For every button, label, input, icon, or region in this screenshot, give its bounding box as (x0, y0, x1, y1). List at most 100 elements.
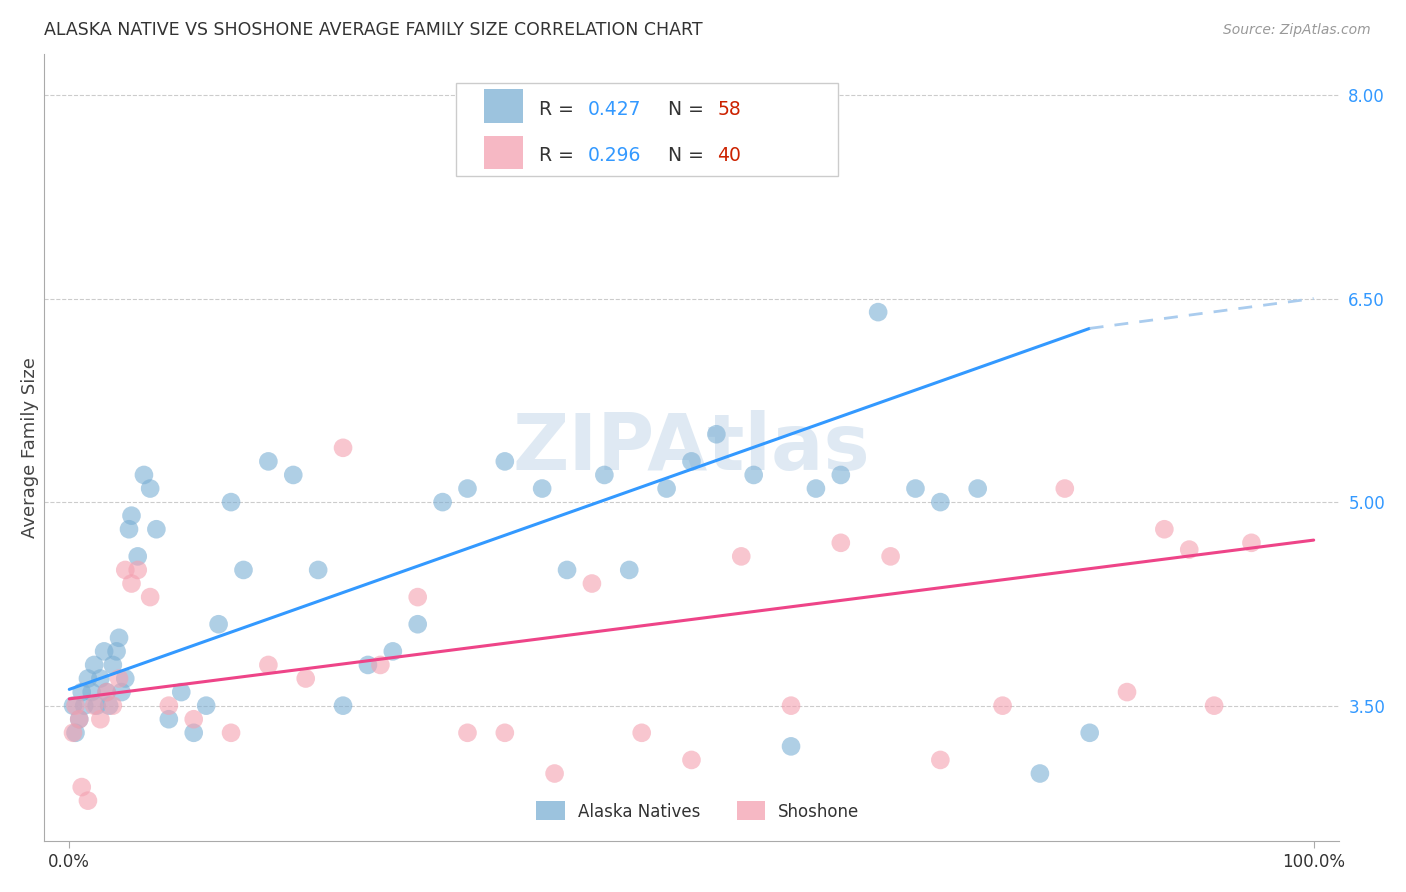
Point (83, 657, 105, 672)
Point (83, 698, 105, 713)
Point (494, 726, 516, 740)
Point (127, 549, 149, 564)
Point (67, 712, 90, 726)
Point (555, 563, 578, 577)
Point (332, 698, 354, 713)
Point (132, 467, 155, 482)
Text: ALASKA NATIVE VS SHOSHONE AVERAGE FAMILY SIZE CORRELATION CHART: ALASKA NATIVE VS SHOSHONE AVERAGE FAMILY… (45, 21, 703, 39)
Text: ZIPAtlas: ZIPAtlas (513, 409, 870, 486)
Bar (485, 136, 523, 169)
Point (105, 644, 128, 658)
Point (139, 482, 162, 496)
Text: N =: N = (668, 146, 710, 165)
Point (681, 753, 703, 767)
Text: Source: ZipAtlas.com: Source: ZipAtlas.com (1223, 23, 1371, 37)
Text: 40: 40 (717, 146, 741, 165)
Point (494, 454, 516, 468)
Point (456, 726, 478, 740)
Point (681, 454, 703, 468)
Point (868, 305, 890, 319)
Point (1178, 542, 1201, 557)
Point (114, 672, 136, 686)
Point (432, 495, 454, 509)
Point (73, 698, 96, 713)
Point (1053, 482, 1076, 496)
Point (456, 482, 478, 496)
Point (65, 726, 87, 740)
Point (283, 467, 305, 482)
Point (730, 549, 752, 564)
Text: R =: R = (538, 100, 579, 119)
Point (1153, 522, 1175, 536)
Point (357, 657, 380, 672)
Point (1078, 726, 1101, 740)
Point (830, 536, 852, 550)
Point (65, 698, 87, 713)
Point (406, 617, 429, 632)
Point (381, 644, 404, 658)
Point (742, 467, 765, 482)
Point (830, 467, 852, 482)
Point (62, 726, 84, 740)
Point (127, 563, 149, 577)
Point (1240, 536, 1263, 550)
Point (706, 427, 728, 442)
Point (96, 685, 118, 699)
Point (370, 657, 392, 672)
Point (1116, 685, 1139, 699)
Y-axis label: Average Family Size: Average Family Size (21, 358, 39, 538)
Point (543, 766, 565, 780)
Point (257, 454, 280, 468)
Point (145, 522, 167, 536)
Point (257, 657, 280, 672)
Point (406, 590, 429, 604)
Text: 58: 58 (717, 100, 741, 119)
FancyBboxPatch shape (456, 83, 838, 177)
Point (157, 712, 180, 726)
Point (294, 672, 316, 686)
Point (89, 712, 111, 726)
Point (170, 685, 193, 699)
Point (929, 753, 952, 767)
Point (780, 698, 803, 713)
Point (118, 522, 141, 536)
Point (630, 726, 652, 740)
Point (332, 441, 354, 455)
Point (1029, 766, 1052, 780)
Point (619, 563, 641, 577)
Point (219, 495, 242, 509)
Point (108, 672, 131, 686)
Point (70, 685, 93, 699)
Point (581, 576, 603, 591)
Point (110, 685, 132, 699)
Text: 0.296: 0.296 (588, 146, 641, 165)
Point (86, 698, 108, 713)
Point (929, 495, 952, 509)
Point (98, 698, 121, 713)
Text: R =: R = (538, 146, 579, 165)
Text: 0.427: 0.427 (588, 100, 641, 119)
Point (67, 712, 90, 726)
Point (207, 617, 229, 632)
Point (655, 482, 678, 496)
Point (966, 482, 988, 496)
Point (114, 563, 136, 577)
Point (62, 698, 84, 713)
Point (307, 563, 329, 577)
Point (96, 685, 118, 699)
Point (93, 644, 115, 658)
Point (121, 576, 143, 591)
Point (879, 549, 901, 564)
Point (804, 482, 827, 496)
Point (991, 698, 1014, 713)
Point (101, 698, 124, 713)
Point (80, 685, 103, 699)
Point (70, 780, 93, 794)
Point (1204, 698, 1226, 713)
Text: Shoshone: Shoshone (778, 803, 859, 822)
Text: Alaska Natives: Alaska Natives (578, 803, 700, 822)
Bar (536, 801, 565, 820)
Point (219, 726, 242, 740)
Point (121, 508, 143, 523)
Bar (485, 89, 523, 123)
